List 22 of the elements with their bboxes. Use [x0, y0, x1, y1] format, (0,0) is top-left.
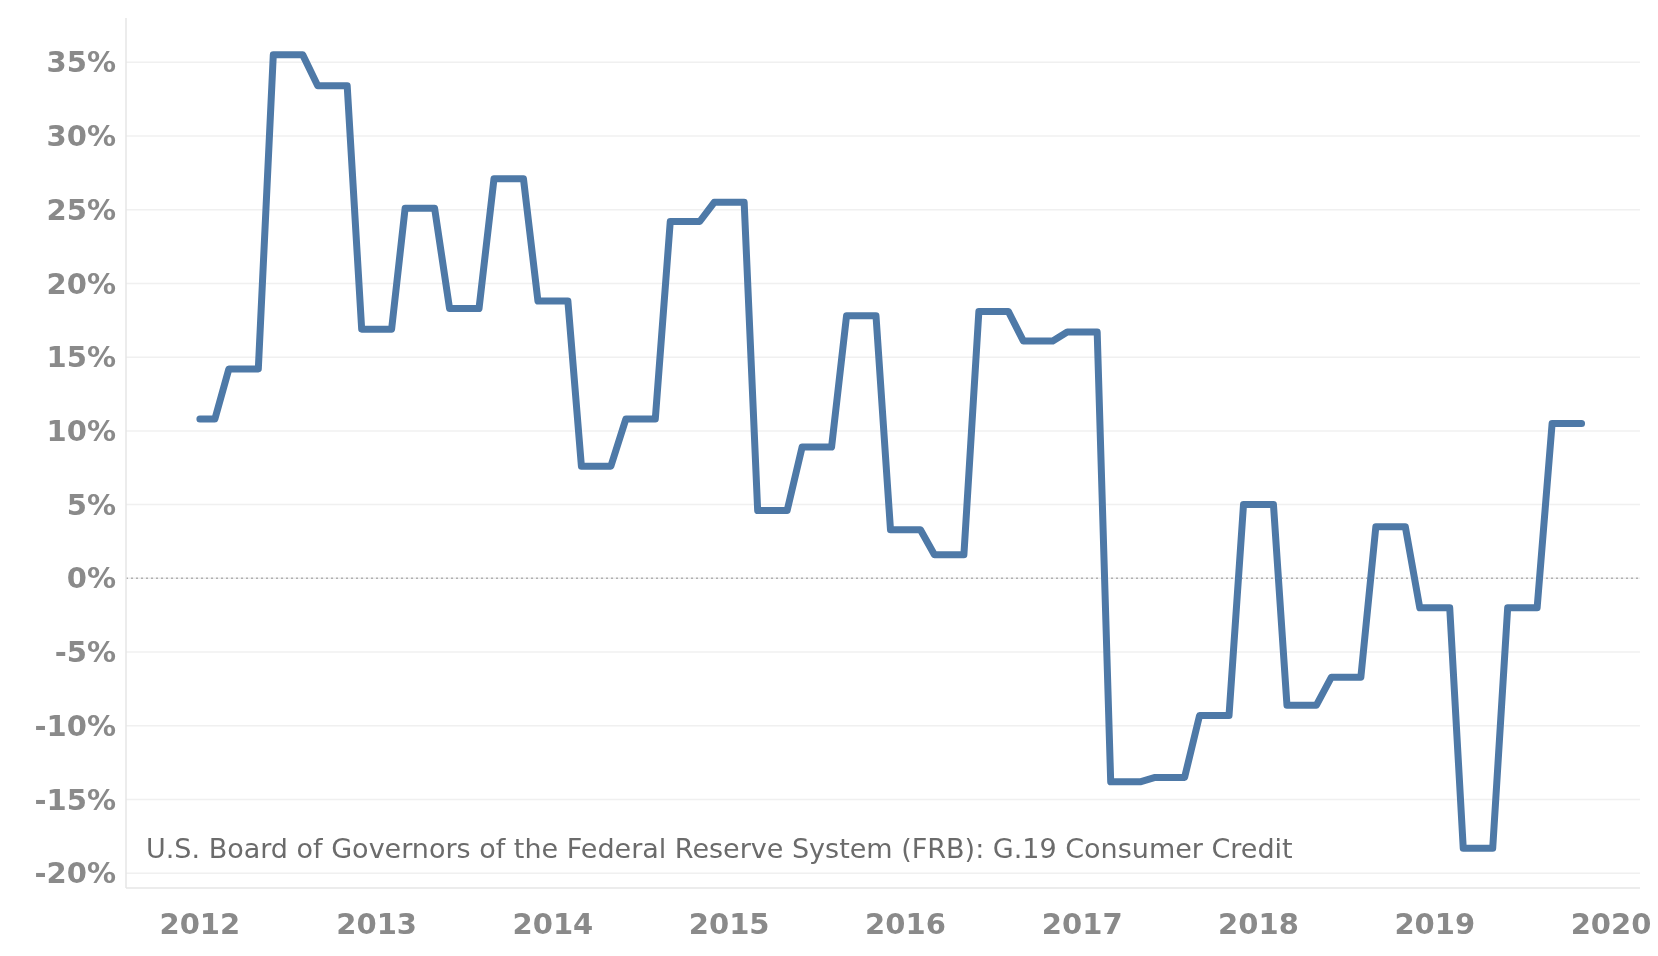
x-tick-label: 2014 [512, 907, 594, 941]
x-tick-label: 2016 [865, 907, 946, 941]
y-tick-label: -10% [34, 708, 116, 743]
y-tick-label: 25% [46, 192, 116, 227]
x-tick-label: 2018 [1218, 907, 1299, 941]
y-tick-label: 5% [66, 487, 116, 522]
x-tick-label: 2015 [688, 907, 770, 941]
x-tick-label: 2019 [1394, 907, 1476, 941]
y-tick-label: 20% [46, 266, 116, 301]
x-tick-label: 2012 [159, 907, 241, 941]
x-tick-label: 2013 [336, 907, 417, 941]
x-tick-label: 2020 [1570, 907, 1652, 941]
y-tick-label: -5% [54, 635, 116, 670]
y-tick-label: 30% [46, 119, 116, 154]
y-tick-label: 15% [46, 340, 116, 375]
x-tick-label: 2017 [1041, 907, 1123, 941]
y-tick-label: 10% [46, 414, 116, 449]
y-tick-label: -20% [34, 856, 116, 891]
y-tick-label: -15% [34, 782, 116, 817]
annotation: U.S. Board of Governors of the Federal Reserve System (FRB): G.19 Consumer Credit [146, 833, 1293, 864]
y-tick-label: 35% [46, 45, 116, 80]
y-tick-label: 0% [66, 561, 116, 596]
